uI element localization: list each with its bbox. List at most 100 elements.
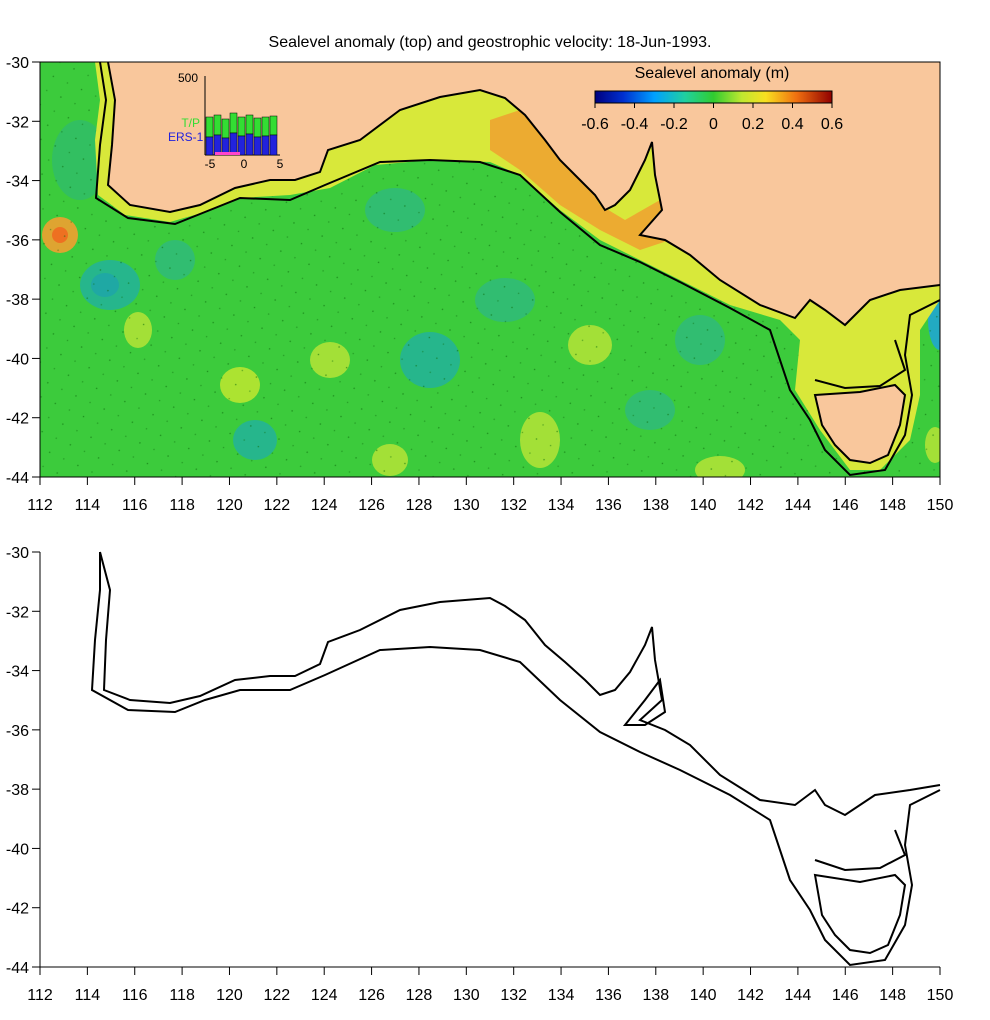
bottom-xtick-label: 126 xyxy=(358,987,385,1004)
bottom-xtick-label: 150 xyxy=(927,987,954,1004)
bottom-xtick-label: 130 xyxy=(453,987,480,1004)
inset-legend-ers: ERS-1 xyxy=(168,130,204,144)
inset-bar-tp xyxy=(221,118,230,139)
bottom-xtick-label: 148 xyxy=(879,987,906,1004)
colorbar-tick-label: -0.2 xyxy=(660,116,688,133)
top-ytick-label: -34 xyxy=(6,174,29,191)
inset-bar-ers xyxy=(237,135,246,156)
bottom-xtick-label: 124 xyxy=(311,987,338,1004)
bottom-y-axis: -30 -32 -34 -36 -38 -40 -42 -44 xyxy=(6,545,40,977)
inset-bar-tp xyxy=(229,112,238,134)
top-xtick-label: 146 xyxy=(832,497,859,514)
colorbar-tick-label: -0.6 xyxy=(581,116,609,133)
bottom-tasmania xyxy=(813,873,907,955)
top-xtick-label: 120 xyxy=(216,497,243,514)
inset-xtick-0: 0 xyxy=(241,157,248,171)
colorbar-tick-label: 0.6 xyxy=(821,116,843,133)
top-ytick-label: -38 xyxy=(6,292,29,309)
colorbar-title: Sealevel anomaly (m) xyxy=(635,65,790,82)
top-xtick-label: 138 xyxy=(642,497,669,514)
inset-xtick-neg5: -5 xyxy=(205,157,216,171)
inset-bar-tp xyxy=(205,116,214,138)
bottom-shelf-contour xyxy=(90,552,941,967)
top-xtick-label: 128 xyxy=(406,497,433,514)
bottom-ytick-label: -40 xyxy=(6,841,29,858)
australia-landmass xyxy=(108,62,940,325)
top-xtick-label: 142 xyxy=(737,497,764,514)
bottom-x-axis: 112 114 116 118 120 122 124 126 128 130 132 134 136 1… xyxy=(27,967,953,1004)
bottom-ytick-label: -30 xyxy=(6,545,29,562)
tasmania xyxy=(813,383,907,465)
figure-title: Sealevel anomaly (top) and geostrophic v… xyxy=(269,34,712,51)
top-ytick-label: -36 xyxy=(6,233,29,250)
colorbar-tick-label: -0.4 xyxy=(621,116,649,133)
top-xtick-label: 148 xyxy=(879,497,906,514)
top-ytick-label: -32 xyxy=(6,114,29,131)
bottom-xtick-label: 138 xyxy=(642,987,669,1004)
bottom-ytick-label: -42 xyxy=(6,901,29,918)
top-xtick-label: 112 xyxy=(27,497,53,514)
top-y-axis: -30 -32 -34 -36 -38 -40 -42 -44 xyxy=(6,55,40,487)
colorbar-tick-label: 0.4 xyxy=(781,116,803,133)
colorbar: Sealevel anomaly (m) -0.6 -0.4 -0.2 0 0.2 0.4… xyxy=(581,65,843,133)
top-ytick-label: -44 xyxy=(6,470,29,487)
top-xtick-label: 114 xyxy=(75,497,101,514)
top-ytick-label: -40 xyxy=(6,351,29,368)
inset-bar-ers xyxy=(229,132,238,156)
top-x-axis: 112 114 116 118 120 122 124 126 128 130 132 134 136 1… xyxy=(27,477,953,514)
top-xtick-label: 130 xyxy=(453,497,480,514)
bottom-map xyxy=(90,551,941,967)
bottom-xtick-label: 140 xyxy=(690,987,717,1004)
top-xtick-label: 140 xyxy=(690,497,717,514)
bottom-gulf xyxy=(622,677,667,726)
top-xtick-label: 116 xyxy=(122,497,148,514)
bottom-ytick-label: -32 xyxy=(6,604,29,621)
top-ytick-label: -42 xyxy=(6,411,29,428)
inset-histogram: 500 T/P ERS-1 -5 0 5 xyxy=(168,71,284,171)
top-map xyxy=(40,62,940,477)
inset-bar-tp xyxy=(213,114,222,136)
inset-marker xyxy=(215,152,240,155)
inset-bar-ers xyxy=(269,134,278,156)
top-map-frame xyxy=(39,61,941,478)
bottom-xtick-label: 142 xyxy=(737,987,764,1004)
bottom-ytick-label: -38 xyxy=(6,782,29,799)
bottom-ytick-label: -34 xyxy=(6,664,29,681)
top-ytick-label: -30 xyxy=(6,55,29,72)
top-xtick-label: 132 xyxy=(500,497,527,514)
inset-legend-tp: T/P xyxy=(181,116,200,130)
inset-ymax-label: 500 xyxy=(178,71,198,85)
bottom-xtick-label: 114 xyxy=(75,987,101,1004)
inset-bar-tp xyxy=(245,114,254,135)
colorbar-tick-label: 0.2 xyxy=(742,116,764,133)
bottom-ytick-label: -36 xyxy=(6,723,29,740)
bottom-xtick-label: 128 xyxy=(406,987,433,1004)
bottom-ytick-label: -44 xyxy=(6,960,29,977)
top-xtick-label: 126 xyxy=(358,497,385,514)
bottom-xtick-label: 144 xyxy=(785,987,812,1004)
bottom-xtick-label: 132 xyxy=(500,987,527,1004)
inset-bar-tp xyxy=(269,115,278,136)
top-xtick-label: 136 xyxy=(595,497,622,514)
bottom-coastline xyxy=(99,551,941,817)
inset-bar-tp xyxy=(261,116,270,137)
bottom-xtick-label: 146 xyxy=(832,987,859,1004)
top-xtick-label: 144 xyxy=(785,497,812,514)
inset-bar-ers xyxy=(253,136,262,156)
colorbar-gradient xyxy=(594,90,833,104)
top-xtick-label: 118 xyxy=(169,497,195,514)
inset-bar-tp xyxy=(237,116,246,137)
top-xtick-label: 150 xyxy=(927,497,954,514)
inset-bar-ers xyxy=(205,136,214,156)
inset-bar-ers xyxy=(245,133,254,156)
inset-bar-ers xyxy=(261,135,270,156)
bottom-xtick-label: 136 xyxy=(595,987,622,1004)
bottom-xtick-label: 122 xyxy=(263,987,290,1004)
bottom-xtick-label: 120 xyxy=(216,987,243,1004)
top-xtick-label: 134 xyxy=(548,497,575,514)
bottom-xtick-label: 118 xyxy=(169,987,195,1004)
bottom-xtick-label: 134 xyxy=(548,987,575,1004)
inset-xtick-5: 5 xyxy=(277,157,284,171)
bottom-xtick-label: 112 xyxy=(27,987,53,1004)
